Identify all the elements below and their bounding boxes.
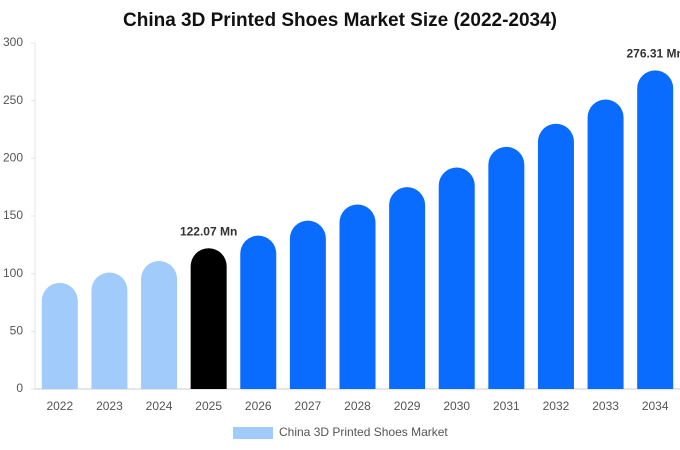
value-label: 276.31 Mn: [627, 46, 680, 60]
bar: [141, 260, 178, 389]
x-tick-label: 2033: [592, 399, 619, 413]
x-tick-label: 2028: [344, 399, 371, 413]
y-tick-label: 200: [3, 151, 23, 165]
x-tick-label: 2034: [642, 399, 669, 413]
legend-label: China 3D Printed Shoes Market: [279, 425, 448, 439]
bar: [91, 272, 128, 389]
bar: [339, 204, 376, 389]
x-tick-label: 2032: [543, 399, 570, 413]
bar: [438, 167, 475, 389]
x-tick-label: 2026: [245, 399, 272, 413]
x-tick-label: 2025: [195, 399, 222, 413]
x-tick-label: 2030: [443, 399, 470, 413]
x-tick-label: 2024: [146, 399, 173, 413]
chart-title: China 3D Printed Shoes Market Size (2022…: [123, 10, 557, 31]
x-tick-label: 2022: [46, 399, 73, 413]
x-tick-label: 2029: [394, 399, 421, 413]
bar: [637, 70, 674, 390]
bar: [240, 235, 277, 389]
y-tick-label: 50: [10, 324, 24, 338]
x-tick-label: 2031: [493, 399, 520, 413]
y-tick-label: 150: [3, 208, 23, 222]
value-label: 122.07 Mn: [180, 224, 237, 238]
bar: [41, 282, 78, 389]
bar: [537, 123, 574, 389]
x-tick-label: 2023: [96, 399, 123, 413]
bar: [190, 248, 227, 389]
x-tick-label: 2027: [295, 399, 322, 413]
bar: [587, 99, 624, 389]
y-tick-label: 100: [3, 266, 23, 280]
bar: [389, 187, 426, 389]
y-tick-label: 300: [3, 35, 23, 49]
y-tick-label: 0: [16, 381, 23, 395]
legend-swatch: [233, 427, 273, 439]
bar: [488, 146, 525, 389]
bar: [289, 220, 326, 389]
y-tick-label: 250: [3, 93, 23, 107]
